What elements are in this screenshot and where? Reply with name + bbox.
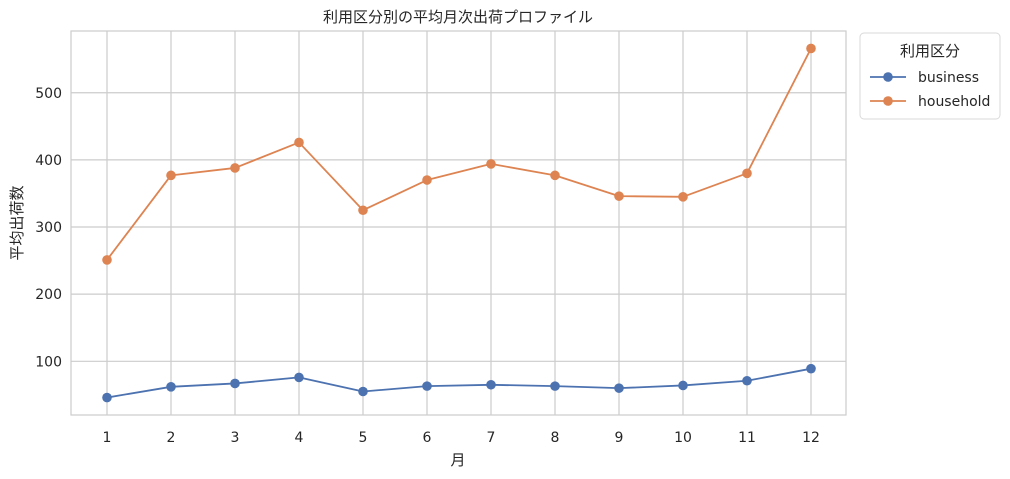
data-point-household [166, 170, 176, 181]
x-axis-label: 月 [450, 451, 465, 469]
data-point-household [358, 205, 368, 216]
legend-marker [883, 96, 893, 106]
data-point-household [806, 43, 816, 54]
x-tick-label: 3 [231, 430, 240, 446]
series-line-household [106, 48, 812, 261]
x-tick-label: 2 [167, 430, 176, 446]
x-tick-label: 7 [487, 430, 496, 446]
legend-item-household: household [870, 94, 990, 110]
data-point-household [230, 163, 240, 173]
data-point-business [678, 380, 688, 391]
x-axis-ticks: 1 2 3 4 5 6 7 8 9 10 11 12 [103, 430, 820, 446]
data-point-household [550, 170, 560, 181]
data-point-business [102, 392, 112, 403]
data-point-household [422, 175, 432, 185]
y-tick-label: 100 [35, 354, 62, 370]
data-point-household [614, 191, 624, 201]
y-tick-label: 500 [35, 86, 62, 102]
data-point-business [806, 363, 816, 374]
data-point-business [550, 381, 560, 391]
data-point-business [614, 383, 624, 393]
data-point-business [166, 382, 176, 392]
legend-title: 利用区分 [900, 42, 960, 60]
data-point-business [294, 372, 304, 383]
y-tick-label: 300 [35, 220, 62, 236]
x-tick-label: 6 [423, 430, 432, 446]
data-point-household [294, 137, 304, 148]
series-layer [102, 43, 816, 403]
y-tick-label: 200 [35, 287, 62, 303]
plot-frame [70, 30, 847, 416]
x-tick-label: 9 [615, 430, 624, 446]
series-line-business [106, 367, 812, 399]
data-point-business [358, 386, 368, 397]
data-point-business [422, 381, 432, 391]
data-point-business [486, 379, 496, 390]
x-tick-label: 11 [738, 430, 756, 446]
x-tick-label: 5 [359, 430, 368, 446]
x-tick-label: 4 [295, 430, 304, 446]
legend: 利用区分 business household [859, 32, 1001, 120]
y-tick-label: 400 [35, 153, 62, 169]
legend-label: business [918, 70, 979, 86]
grid-lines [71, 31, 846, 415]
data-point-household [102, 255, 112, 265]
data-point-household [742, 168, 752, 179]
y-axis-label: 平均出荷数 [8, 185, 26, 260]
x-tick-label: 8 [551, 430, 560, 446]
legend-item-business: business [870, 70, 979, 86]
x-tick-label: 1 [103, 430, 112, 446]
x-tick-label: 12 [802, 430, 820, 446]
legend-items: business household [870, 70, 990, 110]
data-point-business [742, 375, 752, 386]
x-tick-label: 10 [674, 430, 692, 446]
legend-marker [883, 72, 893, 82]
y-axis-ticks: 100 200 300 400 500 [35, 86, 62, 371]
data-point-business [230, 378, 240, 389]
data-point-household [486, 159, 496, 169]
legend-label: household [918, 94, 990, 110]
chart-title: 利用区分別の平均月次出荷プロファイル [323, 8, 593, 26]
legend-box [859, 32, 1001, 120]
data-point-household [678, 192, 688, 202]
series-household [102, 43, 816, 265]
series-business [102, 363, 816, 403]
